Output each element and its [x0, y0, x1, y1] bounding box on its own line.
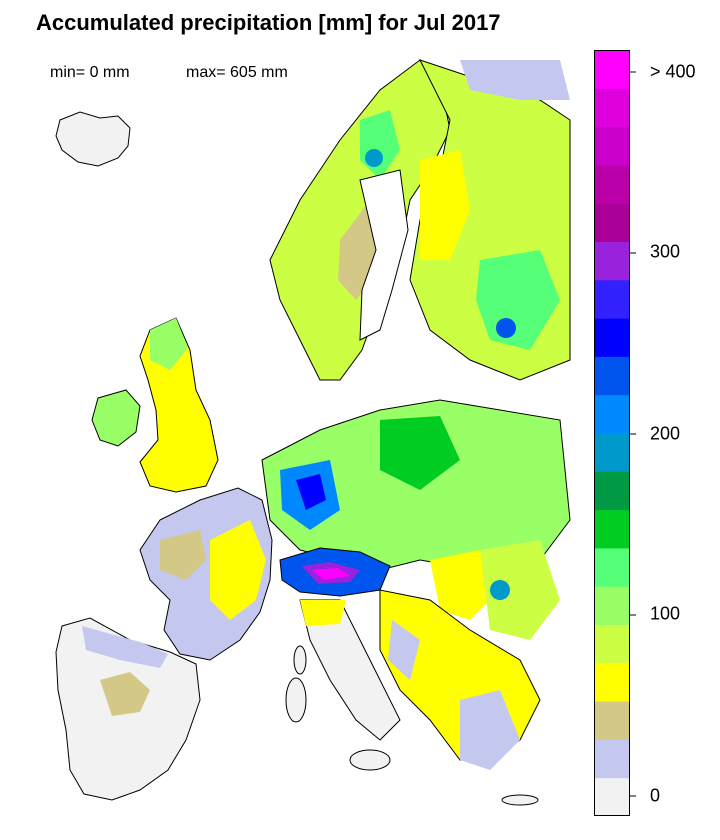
map-area-norway-peak — [365, 149, 383, 167]
map-area-corsica — [293, 645, 307, 675]
map-area-greece — [460, 690, 520, 770]
map-area-russia-peak — [496, 318, 516, 338]
colorbar-bin — [594, 701, 630, 740]
map-area-poland — [380, 416, 460, 490]
map-area-russia-north — [460, 60, 570, 100]
tick-label-300: 300 — [650, 241, 681, 262]
colorbar — [594, 50, 636, 816]
map-area-france-east — [210, 520, 266, 620]
map-area-italy-north — [300, 600, 346, 626]
max-label: max= 605 mm — [186, 64, 288, 81]
colorbar-border — [594, 50, 630, 816]
map-area-ireland — [91, 389, 141, 447]
map-area-sardinia — [285, 677, 307, 723]
map-area-iberia-north — [82, 626, 168, 668]
map-area-france-west — [160, 530, 206, 580]
colorbar-bin — [594, 624, 630, 664]
colorbar-bin — [594, 126, 630, 166]
map-area-romania-peak — [490, 580, 510, 600]
colorbar-svg — [594, 50, 636, 816]
page-title: Accumulated precipitation [mm] for Jul 2… — [36, 10, 501, 35]
colorbar-bin — [594, 777, 630, 816]
map-area-alps-peak — [312, 568, 350, 580]
colorbar-bin — [594, 433, 630, 472]
tick-label-200: 200 — [650, 423, 681, 444]
colorbar-bin — [594, 509, 630, 549]
map-area-finland — [420, 150, 470, 260]
tick-label-100: 100 — [650, 603, 681, 624]
precipitation-map — [55, 59, 571, 806]
colorbar-bin — [594, 547, 630, 587]
colorbar-bin — [594, 394, 630, 434]
map-area-balkans-coast — [388, 620, 420, 680]
map-area-italy — [299, 599, 401, 741]
map-area-romania — [480, 540, 560, 640]
min-label: min= 0 mm — [50, 64, 130, 81]
colorbar-bin — [594, 279, 630, 319]
colorbar-bin — [594, 318, 630, 357]
map-area-crete — [501, 794, 539, 806]
tick-label-400: > 400 — [650, 61, 696, 82]
map-area-scotland — [150, 318, 188, 370]
tick-label-0: 0 — [650, 785, 661, 806]
colorbar-bin — [594, 164, 630, 204]
map-area-germany-west-core — [296, 474, 326, 510]
colorbar-bin — [594, 50, 630, 89]
colorbar-bin — [594, 241, 630, 281]
colorbar-bin — [594, 356, 630, 396]
colorbar-bin — [594, 739, 630, 779]
colorbar-bin — [594, 88, 630, 128]
map-area-baltic-sea — [359, 169, 409, 341]
map-area-iberia-center — [100, 672, 150, 716]
map-area-sicily — [349, 749, 391, 771]
colorbar-bin — [594, 471, 630, 511]
colorbar-bin — [594, 586, 630, 625]
colorbar-bin — [594, 203, 630, 242]
colorbar-bin — [594, 662, 630, 702]
map-area-iceland — [55, 111, 131, 167]
